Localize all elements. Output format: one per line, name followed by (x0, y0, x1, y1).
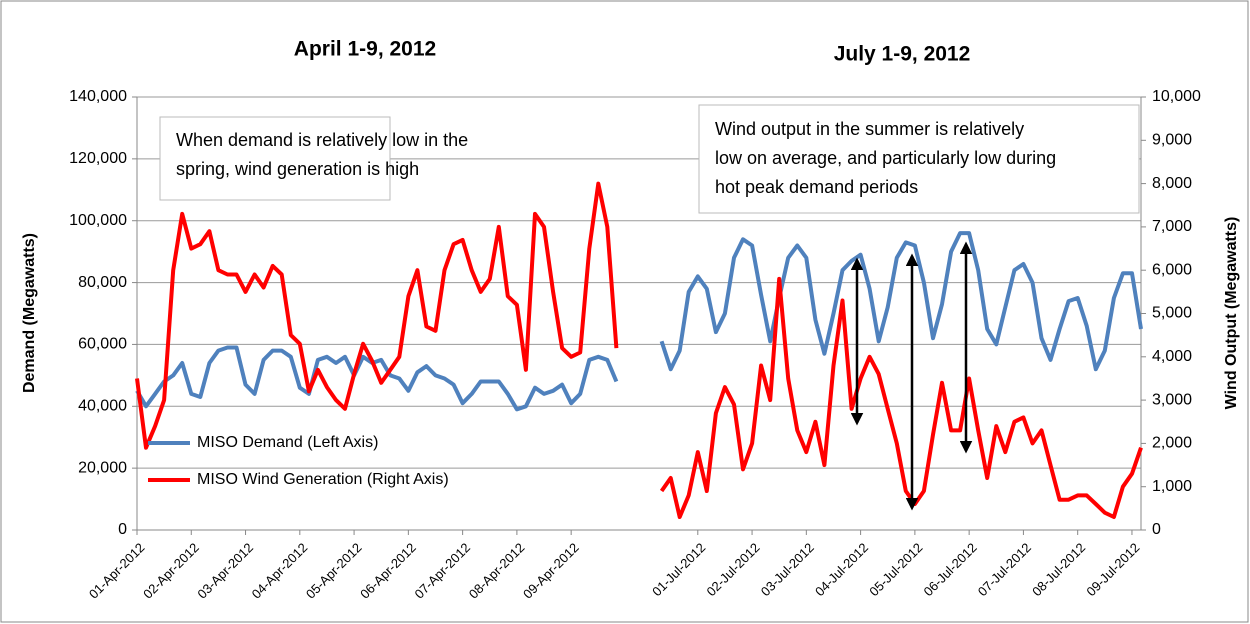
annotation-box (159, 116, 391, 201)
annotation: When demand is relatively low in the (176, 130, 468, 150)
y-tick-label: 120,000 (69, 150, 127, 167)
y2-tick-label: 8,000 (1152, 175, 1192, 192)
y-tick-label: 100,000 (69, 212, 127, 229)
annotation: Wind output in the summer is relatively (715, 119, 1024, 139)
annotation: hot peak demand periods (715, 177, 918, 197)
series-line (135, 231, 1143, 412)
legend-label: MISO Wind Generation (Right Axis) (197, 471, 449, 488)
y2-tick-label: 6,000 (1152, 261, 1192, 278)
annotation: low on average, and particularly low dur… (715, 148, 1056, 168)
y-tick-label: 20,000 (78, 459, 127, 476)
y-tick-label: 0 (118, 521, 127, 538)
y2-tick-label: 5,000 (1152, 305, 1192, 322)
panel-title: July 1-9, 2012 (834, 43, 971, 66)
series-line (135, 181, 1143, 519)
panel-title: April 1-9, 2012 (294, 38, 436, 61)
y-tick-label: 140,000 (69, 88, 127, 105)
annotation-box (698, 104, 1140, 214)
y-axis-title: Demand (Megawatts) (21, 233, 38, 393)
y2-axis-title: Wind Output (Megawatts) (1223, 217, 1240, 410)
y-tick-label: 60,000 (78, 336, 127, 353)
y-tick-label: 80,000 (78, 274, 127, 291)
annotation: spring, wind generation is high (176, 159, 419, 179)
y2-tick-label: 2,000 (1152, 435, 1192, 452)
legend-label: MISO Demand (Left Axis) (197, 434, 378, 451)
y2-tick-label: 3,000 (1152, 391, 1192, 408)
arrows (850, 241, 973, 511)
y-tick-label: 40,000 (78, 398, 127, 415)
y2-tick-label: 10,000 (1152, 88, 1201, 105)
y2-tick-label: 0 (1152, 521, 1161, 538)
lines (135, 181, 1143, 519)
y2-tick-label: 9,000 (1152, 132, 1192, 149)
legend: MISO Demand (Left Axis) MISO Wind Generat… (148, 434, 449, 488)
y2-tick-label: 7,000 (1152, 218, 1192, 235)
y2-tick-label: 4,000 (1152, 348, 1192, 365)
y2-tick-label: 1,000 (1152, 478, 1192, 495)
